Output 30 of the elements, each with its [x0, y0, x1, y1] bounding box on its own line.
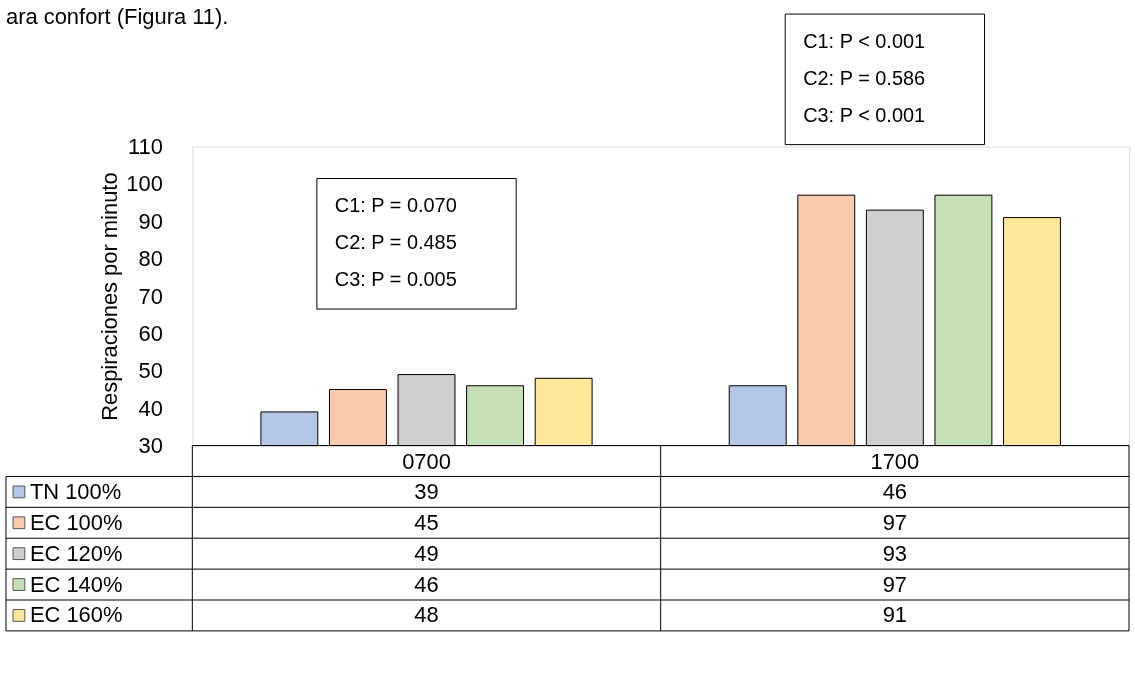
text: ara confort (Figura 11).	[5, 4, 229, 30]
y-tick-label: 60	[138, 320, 163, 346]
y-tick-label: 50	[138, 358, 163, 384]
data-label: 46	[414, 571, 439, 597]
y-tick-label: 70	[138, 283, 163, 309]
data-label: 97	[882, 509, 908, 535]
annotation: C1: P = 0.070 C2: P = 0.485 C3: P = 0.005	[334, 194, 457, 291]
legend-label: EC 160%	[29, 602, 123, 628]
y-tick-label: 40	[138, 395, 163, 421]
data-label: 91	[882, 602, 908, 628]
y-tick-label: 100	[126, 171, 163, 197]
x-tick-label: 0700	[402, 448, 451, 474]
data-label: 48	[414, 602, 439, 628]
legend-label: TN 100%	[29, 478, 122, 504]
legend-label: EC 120%	[29, 540, 123, 566]
x-tick-label: 1700	[870, 448, 920, 474]
text: C1: P < 0.001 C2: P = 0.586 C3: P < 0.001	[803, 29, 926, 126]
data-label: 46	[882, 478, 908, 504]
y-tick-label: 30	[138, 433, 163, 459]
data-label: 97	[882, 571, 908, 597]
y-axis-title: Respiraciones por minuto	[97, 172, 123, 421]
legend-label: EC 140%	[29, 571, 123, 597]
legend-label: EC 100%	[29, 509, 123, 535]
data-label: 93	[882, 540, 908, 566]
data-label: 45	[414, 509, 439, 535]
y-tick-label: 80	[138, 246, 163, 272]
y-tick-label: 110	[127, 134, 163, 160]
data-label: 39	[414, 478, 439, 504]
data-label: 49	[414, 540, 439, 566]
y-tick-label: 90	[138, 208, 163, 234]
